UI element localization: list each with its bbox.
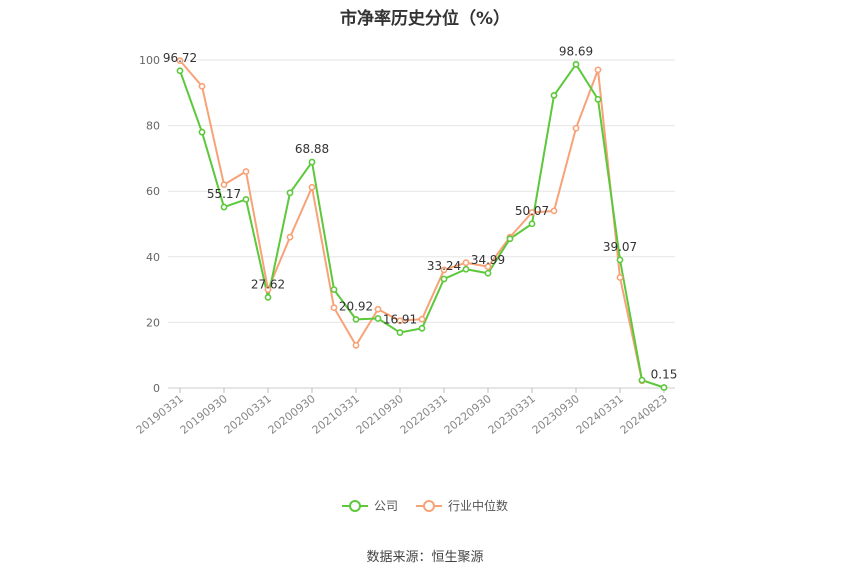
data-label: 68.88 (295, 142, 329, 156)
data-point (198, 82, 206, 90)
data-label: 50.07 (515, 204, 549, 218)
data-point (330, 304, 338, 312)
x-tick-label: 20220930 (442, 392, 494, 437)
x-tick-label: 20200930 (266, 392, 318, 437)
data-point (308, 183, 316, 191)
data-label: 0.15 (651, 368, 678, 382)
data-point (660, 384, 668, 391)
y-tick-label: 40 (146, 251, 160, 264)
data-labels: 96.72 55.17 27.62 68.88 20.92 16.91 33.24 34.99… (163, 44, 678, 381)
x-tick-label: 20230331 (486, 392, 538, 437)
data-point (550, 92, 558, 99)
data-source: 数据来源：恒生聚源 (366, 550, 484, 565)
data-label: 16.91 (383, 313, 417, 327)
data-point (506, 235, 514, 243)
x-tick-label: 20210331 (310, 392, 362, 437)
data-point (242, 195, 250, 203)
legend-swatch-industry (416, 499, 442, 513)
y-tick-label: 80 (146, 120, 160, 133)
data-point (616, 256, 624, 264)
data-point (176, 57, 184, 65)
data-point (440, 275, 448, 283)
data-point (594, 66, 602, 74)
data-label: 27.62 (251, 277, 285, 291)
data-point (220, 203, 228, 211)
data-point (440, 266, 448, 274)
data-point (264, 294, 272, 301)
x-tick-label: 20210930 (354, 392, 406, 437)
data-label: 98.69 (559, 44, 593, 58)
data-label: 96.72 (163, 51, 197, 65)
data-point (374, 305, 382, 313)
data-point (242, 168, 250, 175)
data-point (572, 124, 580, 132)
series-lines (179, 60, 665, 389)
data-point (462, 265, 470, 273)
data-point (396, 329, 404, 336)
legend-swatch-company (341, 499, 368, 513)
data-point (484, 263, 492, 271)
data-point (308, 158, 316, 166)
data-point (528, 209, 536, 216)
y-tick-label: 0 (153, 382, 160, 395)
data-point (528, 220, 536, 228)
legend-label-industry: 行业中位数 (448, 499, 509, 513)
data-label: 20.92 (339, 299, 373, 313)
x-tick-label: 20240331 (574, 392, 626, 437)
data-point (462, 259, 470, 267)
chart-title: 市净率历史分位（%） (339, 9, 511, 29)
data-label: 34.99 (471, 253, 505, 267)
data-point (418, 315, 426, 323)
series-line-1 (179, 60, 643, 381)
data-point (286, 189, 294, 197)
legend-item-company[interactable]: 公司 (341, 497, 398, 514)
data-point (616, 274, 624, 281)
data-point (198, 128, 206, 136)
data-point (352, 341, 360, 349)
data-point (638, 376, 646, 384)
data-point (176, 67, 184, 75)
data-point (286, 233, 294, 241)
x-tick-label: 20230930 (530, 392, 582, 437)
data-point (572, 60, 580, 68)
x-axis: 2019033120190930202003312020093020210331… (134, 388, 670, 437)
legend-label-company: 公司 (373, 499, 398, 513)
data-point (594, 95, 602, 103)
data-point (220, 181, 228, 189)
x-tick-label: 20240823 (618, 392, 670, 437)
data-point (484, 269, 492, 277)
data-point (418, 324, 426, 332)
data-point (264, 286, 272, 293)
data-label: 33.24 (427, 259, 461, 273)
data-label: 55.17 (207, 187, 241, 201)
y-axis-labels: 0 20 40 60 80 100 (139, 54, 160, 395)
x-tick-label: 20190930 (178, 392, 230, 437)
data-point (330, 286, 338, 293)
legend: 公司 行业中位数 (0, 497, 850, 514)
data-point (550, 207, 558, 215)
x-tick-label: 20190331 (134, 392, 186, 437)
data-point (352, 315, 360, 323)
x-tick-label: 20200331 (222, 392, 274, 437)
data-point (374, 315, 382, 322)
legend-item-industry[interactable]: 行业中位数 (416, 497, 508, 514)
y-tick-label: 60 (146, 185, 160, 198)
data-label: 39.07 (603, 240, 637, 254)
data-point (396, 317, 404, 325)
x-tick-label: 20220331 (398, 392, 450, 437)
y-tick-label: 20 (146, 316, 160, 329)
series-points (176, 57, 668, 391)
series-line-0 (179, 63, 665, 389)
y-tick-label: 100 (139, 54, 160, 67)
